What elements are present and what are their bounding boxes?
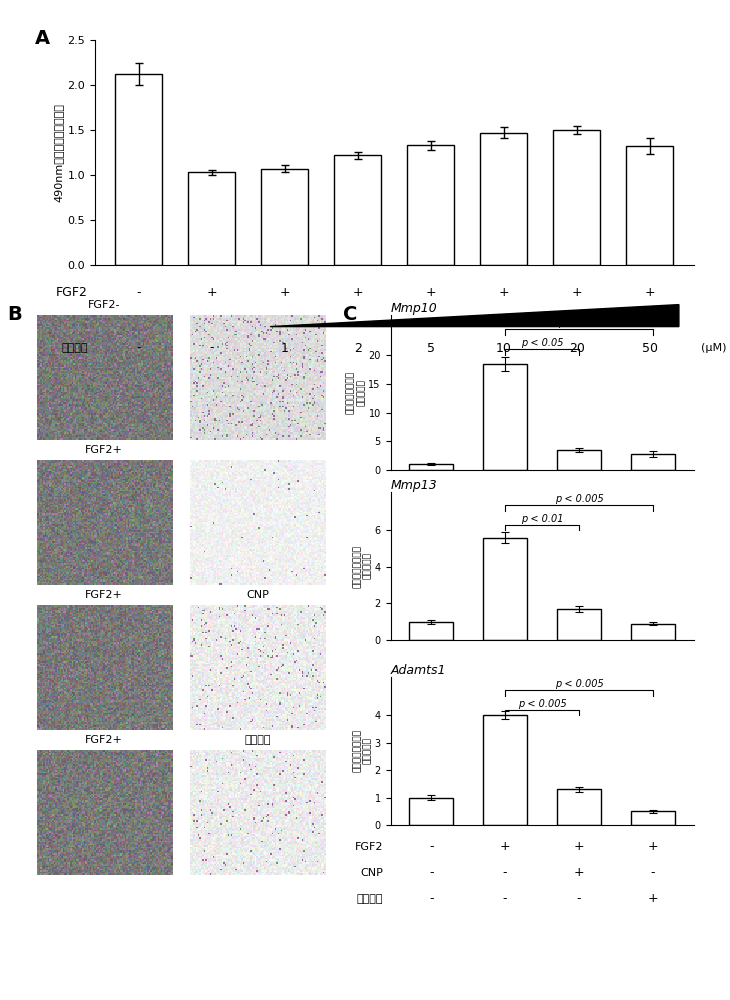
Bar [631,454,675,470]
Text: FGF2+: FGF2+ [85,590,123,600]
Bar [409,622,453,640]
Text: +: + [648,840,658,854]
Text: B: B [7,305,22,324]
Text: 20: 20 [569,342,585,355]
Text: 美克利嗪: 美克利嗪 [244,735,271,745]
Text: 5: 5 [427,342,434,355]
Text: CNP: CNP [246,590,269,600]
Text: Mmp10: Mmp10 [391,302,437,315]
Bar [334,155,381,265]
Text: -: - [429,840,434,854]
Text: CNP: CNP [361,868,383,878]
Text: 1: 1 [281,342,288,355]
Text: +: + [280,286,290,300]
Bar [626,146,674,265]
Bar [188,172,236,265]
Text: FGF2: FGF2 [55,286,88,300]
Text: p < 0.005: p < 0.005 [555,494,604,504]
Text: -: - [503,866,507,880]
Text: A: A [35,29,50,48]
Text: +: + [500,840,510,854]
Y-axis label: 转录产物的表达量
（相对值）: 转录产物的表达量 （相对值） [346,371,366,414]
Text: -: - [650,866,655,880]
Text: p < 0.05: p < 0.05 [520,338,564,348]
Text: 美克利嗪: 美克利嗪 [357,894,383,904]
Bar [553,130,601,265]
Text: +: + [574,840,584,854]
Bar [557,789,601,825]
Text: +: + [645,286,655,300]
Text: FGF2+: FGF2+ [85,445,123,455]
Text: FGF2+: FGF2+ [85,735,123,745]
Bar [557,450,601,470]
Bar [480,133,528,265]
Text: -: - [429,892,434,906]
Text: 2: 2 [354,342,361,355]
Bar [115,74,163,265]
Text: +: + [426,286,436,300]
Bar [631,811,675,825]
Text: +: + [499,286,509,300]
Text: p < 0.05: p < 0.05 [558,318,600,328]
Text: FGF2-: FGF2- [88,300,120,310]
Text: +: + [574,866,584,880]
Bar [409,464,453,470]
Text: C: C [343,305,358,324]
Text: FGF2: FGF2 [355,842,383,852]
Text: +: + [207,286,217,300]
Text: Adamts1: Adamts1 [391,664,446,677]
Text: -: - [137,286,141,300]
Text: (μM): (μM) [701,343,726,353]
Text: p < 0.005: p < 0.005 [555,679,604,689]
Text: -: - [137,342,141,355]
Text: p < 0.005: p < 0.005 [518,699,566,709]
Text: +: + [648,892,658,906]
Bar [483,364,527,470]
Bar [557,609,601,640]
Text: p < 0.01: p < 0.01 [520,514,564,524]
Text: -: - [210,342,214,355]
Y-axis label: 转录产物的表达量
（相对值）: 转录产物的表达量 （相对值） [353,544,372,587]
Bar [483,715,527,825]
Y-axis label: 转录产物的表达量
（相对值）: 转录产物的表达量 （相对值） [353,730,372,772]
Text: 美克利嗪: 美克利嗪 [61,343,88,353]
Bar [631,624,675,640]
Y-axis label: 490nm的吸光度（相对值）: 490nm的吸光度（相对值） [53,103,64,202]
Text: -: - [577,892,581,906]
Bar [407,145,454,265]
Text: 50: 50 [642,342,658,355]
Text: Mmp13: Mmp13 [391,479,437,492]
Bar [261,169,309,265]
Text: -: - [503,892,507,906]
Text: 10: 10 [496,342,512,355]
Text: +: + [353,286,363,300]
Text: +: + [572,286,582,300]
Bar [483,538,527,640]
Bar [409,798,453,825]
Text: -: - [429,866,434,880]
